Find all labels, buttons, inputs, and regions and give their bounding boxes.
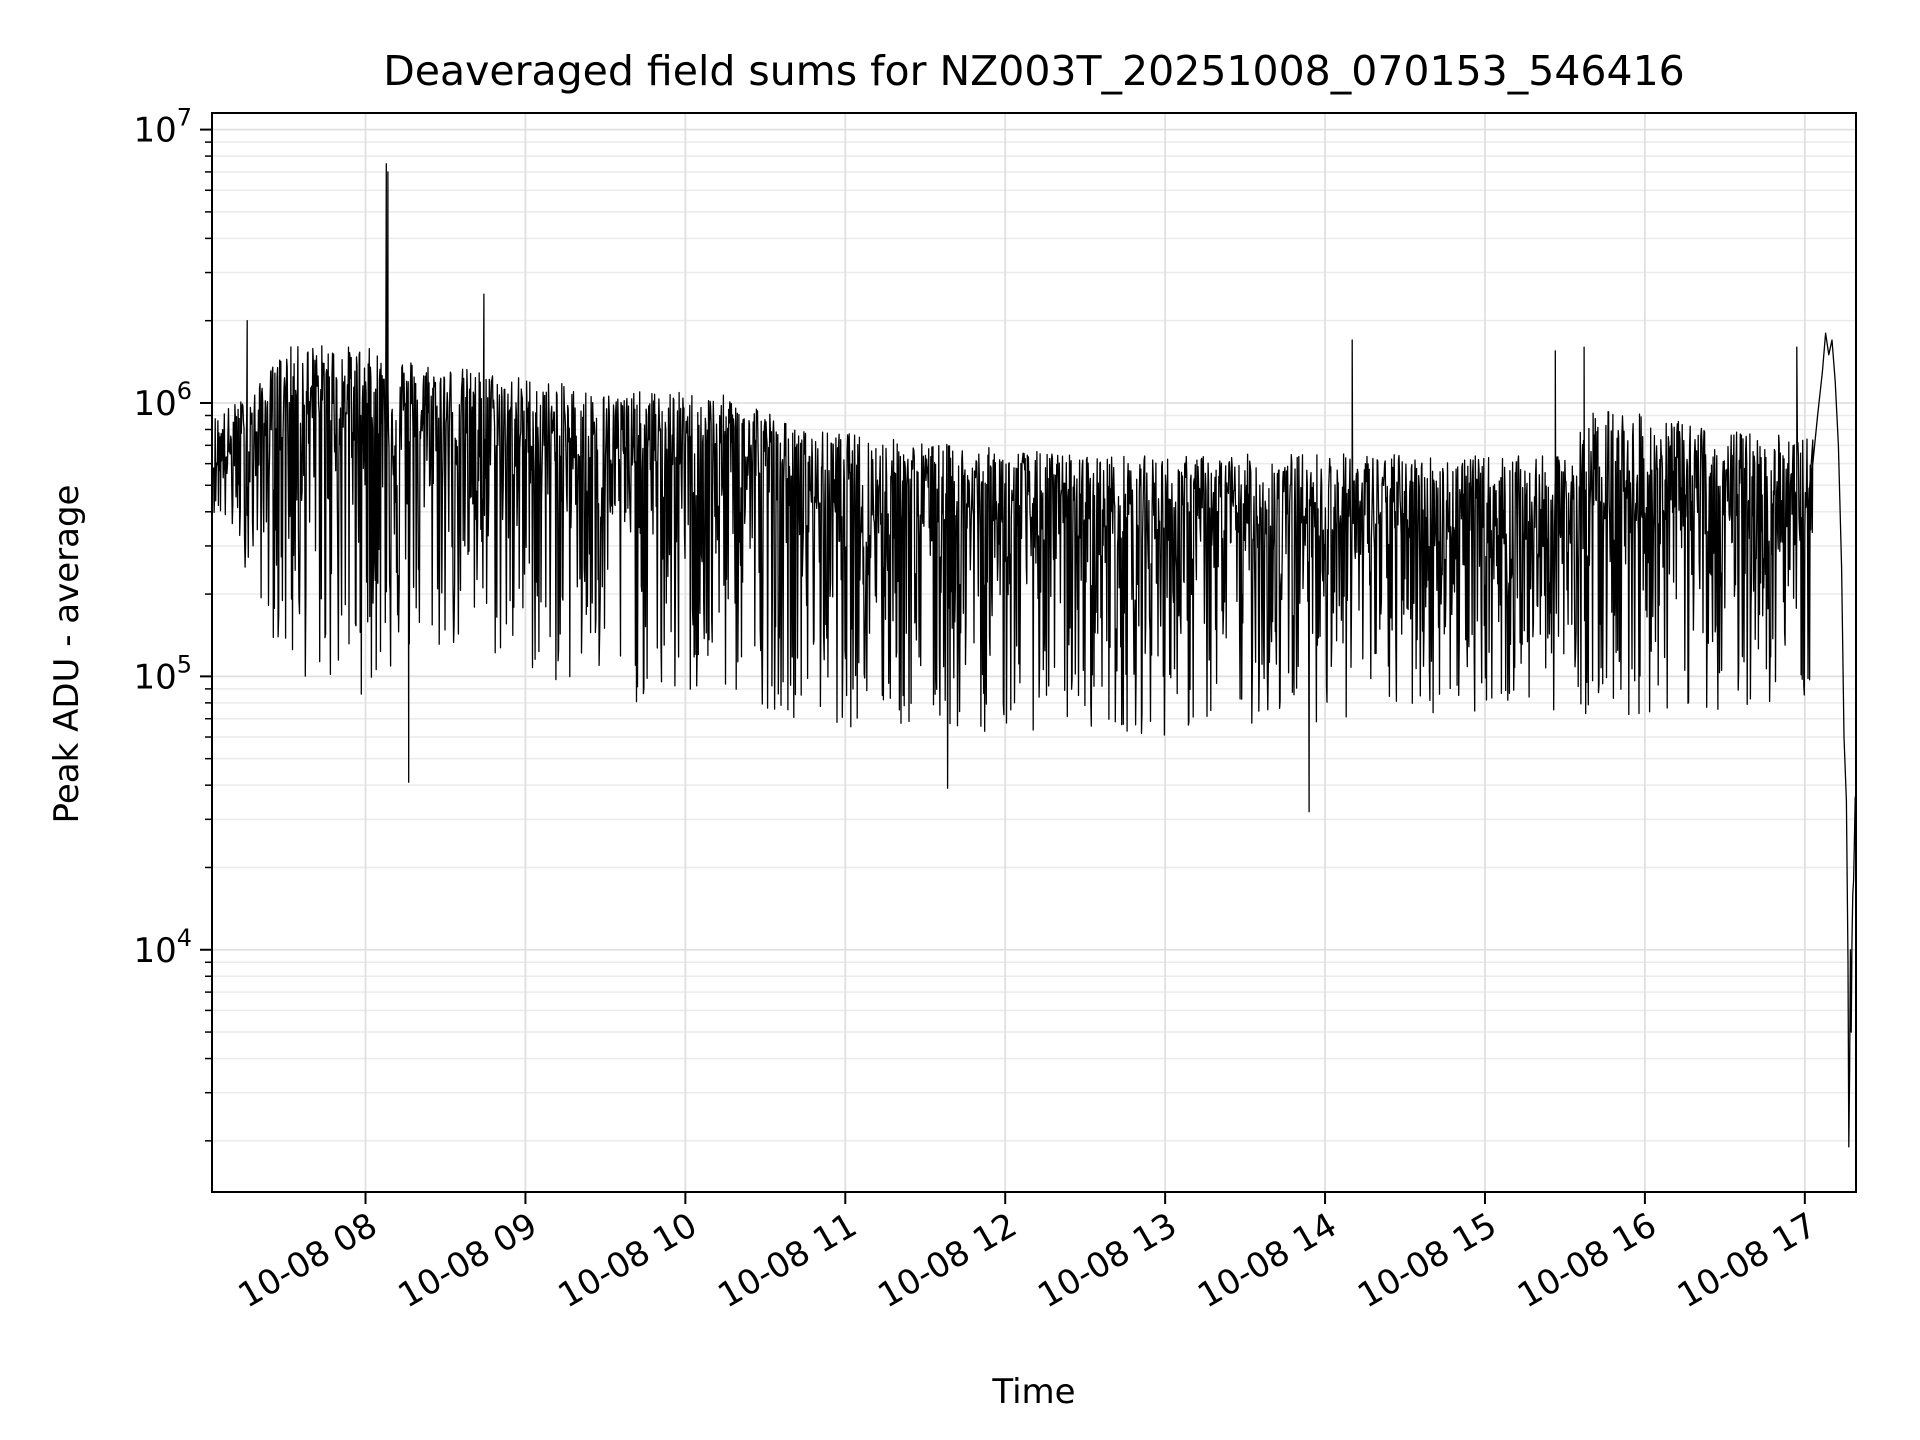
- series-line: [212, 163, 1857, 1148]
- series-group: [212, 163, 1857, 1148]
- plot-frame: [211, 112, 1857, 1193]
- y-tick-label: 107: [133, 104, 192, 151]
- x-axis-label: Time: [991, 1372, 1075, 1412]
- y-tick-label: 105: [133, 650, 192, 697]
- y-axis-label: Peak ADU - average: [47, 485, 87, 824]
- chart-title: Deaveraged field sums for NZ003T_2025100…: [383, 47, 1685, 95]
- y-tick-label: 104: [133, 924, 192, 971]
- y-axis: 104 105 106 107: [133, 104, 212, 1142]
- y-tick-label: 106: [133, 377, 192, 424]
